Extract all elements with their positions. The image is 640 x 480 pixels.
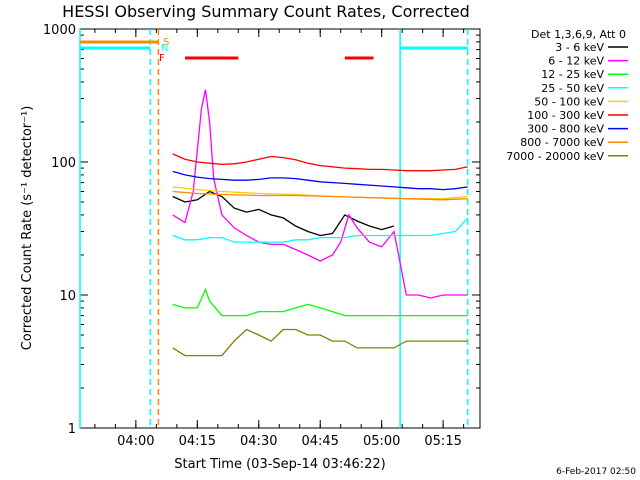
legend-label-7: 800 - 7000 keV xyxy=(520,136,604,149)
x-tick-label-3: 04:45 xyxy=(301,434,338,449)
legend-label-0: 3 - 6 keV xyxy=(555,41,604,54)
plot-frame xyxy=(79,28,481,429)
legend-label-2: 12 - 25 keV xyxy=(541,68,604,81)
flag-label-s: S xyxy=(163,37,169,48)
y-axis-label: Corrected Count Rate (s⁻¹ detector⁻¹) xyxy=(20,106,35,351)
legend-title: Det 1,3,6,9, Att 0 xyxy=(531,28,626,41)
flag-label-n: N xyxy=(161,43,168,54)
legend-label-1: 6 - 12 keV xyxy=(548,55,604,68)
legend-label-4: 50 - 100 keV xyxy=(534,95,604,108)
legend-label-6: 300 - 800 keV xyxy=(527,123,604,136)
y-tick-label-3: 1000 xyxy=(43,23,76,38)
series-line-8 xyxy=(172,328,468,357)
x-tick-label-4: 05:00 xyxy=(363,434,400,449)
legend-label-5: 100 - 300 keV xyxy=(527,109,604,122)
series-line-5 xyxy=(172,153,468,172)
series-line-6 xyxy=(172,170,468,191)
y-tick-label-0: 1 xyxy=(68,422,76,437)
series-line-7 xyxy=(172,190,468,201)
x-tick-label-0: 04:00 xyxy=(117,434,154,449)
x-tick-label-1: 04:15 xyxy=(179,434,216,449)
y-tick-label-2: 100 xyxy=(51,156,76,171)
x-axis-label: Start Time (03-Sep-14 03:46:22) xyxy=(174,457,385,472)
plot-area: 1 10 100 1000 04:00 04:15 04:30 04:45 05:00 05:15… xyxy=(43,23,481,449)
series-line-1 xyxy=(172,89,468,299)
series-line-2 xyxy=(172,287,468,317)
y-tick-label-1: 10 xyxy=(59,289,76,304)
timestamp-label: 6-Feb-2017 02:50 xyxy=(556,467,636,477)
x-tick-label-5: 05:15 xyxy=(424,434,461,449)
legend-label-8: 7000 - 20000 keV xyxy=(506,150,604,163)
series-line-0 xyxy=(172,190,395,237)
flag-label-f: F xyxy=(159,53,165,64)
legend-label-3: 25 - 50 keV xyxy=(541,82,604,95)
chart-title: HESSI Observing Summary Count Rates, Cor… xyxy=(62,2,470,21)
x-tick-label-2: 04:30 xyxy=(240,434,277,449)
series-line-3 xyxy=(172,217,469,243)
